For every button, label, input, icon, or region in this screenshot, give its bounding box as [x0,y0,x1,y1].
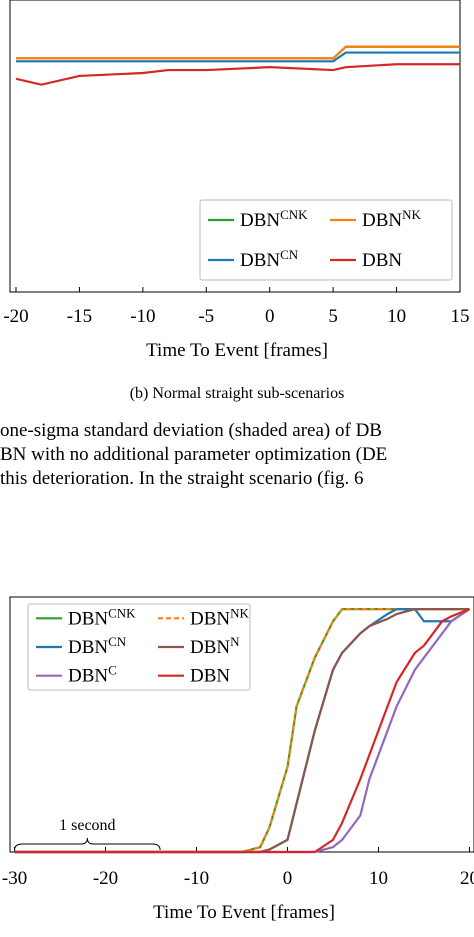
legend-name-sup: CN [108,634,127,649]
x-tick-label: 0 [283,868,293,889]
x-tick-label: -30 [2,868,27,889]
legend-name: DBN [240,250,280,271]
plot-frame [9,0,461,293]
body-text: this deterioration. In the straight scen… [0,468,364,489]
series-line [14,608,470,854]
legend-label: DBNCN [240,247,299,271]
legend-name: DBN [190,666,230,687]
legend-name: DBN [362,250,402,271]
legend-label: DBNNK [362,207,422,231]
x-tick-label: -10 [130,306,155,327]
x-tick-label: 20 [460,868,474,889]
legend-name-sup: CNK [108,605,136,620]
x-tick-label: 15 [451,306,470,327]
legend-label: DBN [362,250,402,271]
legend-name: DBN [240,210,280,231]
x-tick-label: 5 [328,306,338,327]
legend [199,199,453,281]
legend-label: DBNNK [190,605,250,629]
legend-name-sup: CN [280,247,299,262]
legend-name: DBN [68,637,108,658]
legend-name-sup: CNK [280,207,308,222]
legend-label: DBNC [68,663,117,687]
annotation: 1 second [59,817,115,834]
legend-name-sup: N [230,634,240,649]
x-axis-label: Time To Event [frames] [146,340,328,361]
x-tick-label: -20 [3,306,28,327]
legend-name: DBN [68,666,108,687]
legend-name-sup: NK [230,605,249,620]
legend-name-sup: C [108,663,117,678]
series-line [15,63,460,86]
legend-label: DBNCNK [68,605,136,629]
legend-name: DBN [190,608,230,629]
x-tick-label: -15 [67,306,92,327]
legend-name: DBN [362,210,402,231]
legend-label: DBN [190,666,230,687]
legend-name: DBN [68,608,108,629]
legend-label: DBNCNK [240,207,308,231]
series-line [16,51,460,63]
legend-label: DBNCN [68,634,127,658]
legend-name: DBN [190,637,230,658]
x-tick-label: -10 [184,868,209,889]
brace [14,837,161,851]
x-axis-label: Time To Event [frames] [153,902,335,923]
x-tick-label: -5 [198,306,214,327]
legend-label: DBNN [190,634,240,658]
x-tick-label: -20 [93,868,118,889]
legend-name-sup: NK [402,207,421,222]
series-line [16,45,460,60]
series-line [14,608,470,854]
body-text: one-sigma standard deviation (shaded are… [0,420,382,441]
x-tick-label: 0 [265,306,275,327]
legend [27,603,251,691]
caption: (b) Normal straight sub-scenarios [130,385,345,402]
body-text: BN with no additional parameter optimiza… [0,444,387,465]
x-tick-label: 10 [369,868,388,889]
x-tick-label: 10 [387,306,406,327]
